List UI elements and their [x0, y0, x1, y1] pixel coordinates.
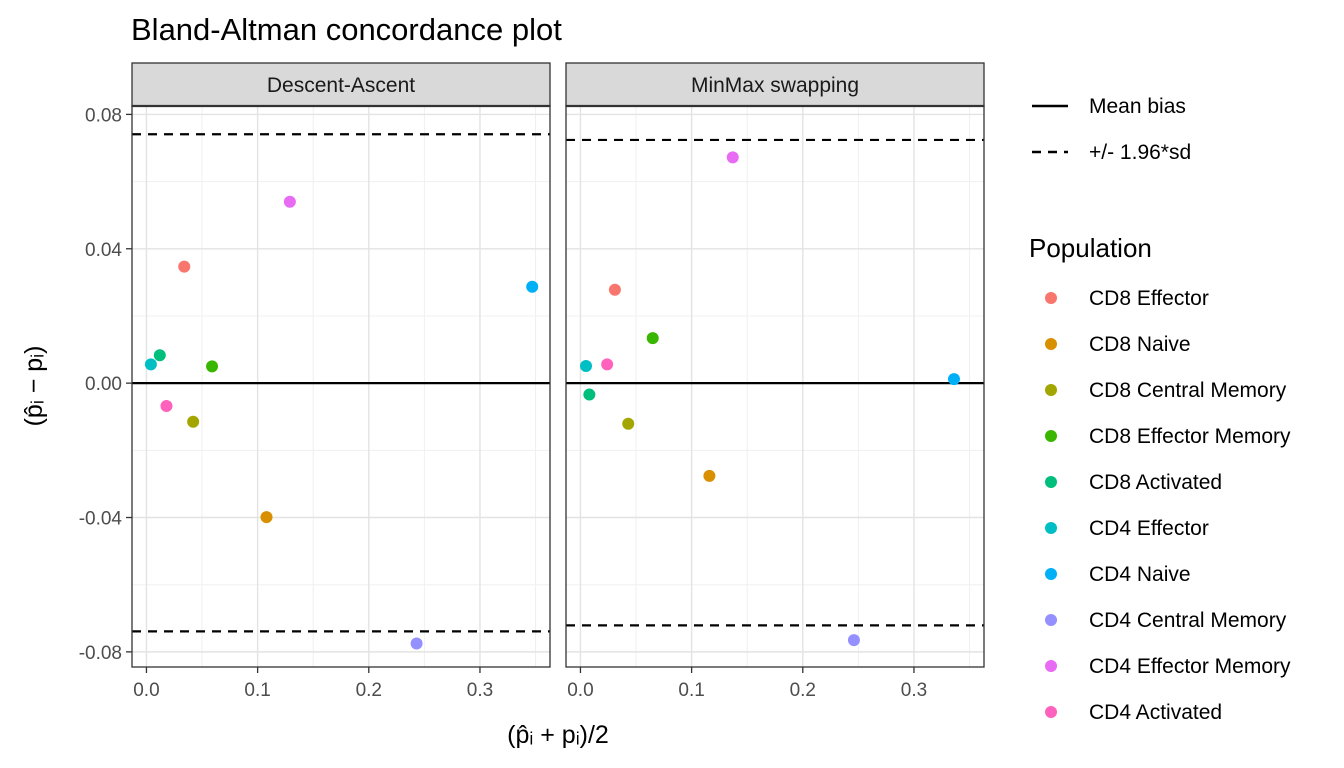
- data-point: [144, 358, 157, 371]
- x-tick-label: 0.0: [567, 680, 593, 701]
- facet-strip-label: Descent-Ascent: [267, 74, 415, 97]
- x-tick-label: 0.2: [790, 680, 816, 701]
- data-point: [283, 195, 296, 208]
- data-point: [583, 388, 596, 401]
- x-tick-label: 0.0: [133, 680, 159, 701]
- data-point: [187, 415, 200, 428]
- facet-strip: [131, 62, 551, 107]
- legend-population-label: CD4 Effector Memory: [1089, 655, 1291, 678]
- data-point: [580, 360, 593, 373]
- x-tick-label: 0.2: [356, 680, 382, 701]
- legend-line-label: +/- 1.96*sd: [1089, 141, 1191, 164]
- facet-strip: [565, 62, 985, 107]
- y-tick-label: 0.08: [85, 105, 122, 126]
- data-point: [608, 283, 621, 296]
- legend-point-key: [1045, 430, 1057, 442]
- facet-panel: Descent-Ascent 0.0 0.1 0.2 0.3 0.08 0.04 0.00 -0…: [79, 62, 551, 701]
- x-axis-title: (p̂ᵢ + pᵢ)/2: [507, 721, 609, 749]
- x-tick-label: 0.3: [901, 680, 927, 701]
- chart-title: Bland-Altman concordance plot: [131, 12, 562, 47]
- facet-panel: MinMax swapping 0.0 0.1 0.2 0.3: [565, 62, 985, 701]
- legend-point-key: [1045, 384, 1057, 396]
- y-tick-label: 0.04: [85, 240, 122, 261]
- data-point: [646, 332, 659, 345]
- data-point: [206, 360, 219, 373]
- legend-population-label: CD8 Naive: [1089, 333, 1191, 356]
- data-point: [622, 417, 635, 430]
- facet-panels: Descent-Ascent 0.0 0.1 0.2 0.3 0.08 0.04 0.00 -0…: [79, 62, 985, 701]
- data-point: [153, 349, 166, 362]
- legend-point-key: [1045, 660, 1057, 672]
- data-point: [410, 637, 423, 650]
- legend-point-key: [1045, 522, 1057, 534]
- legend-population-label: CD8 Effector Memory: [1089, 425, 1291, 448]
- x-tick-label: 0.3: [467, 680, 493, 701]
- legend-population-label: CD8 Activated: [1089, 471, 1222, 494]
- y-tick-label: -0.04: [79, 509, 123, 530]
- data-point: [260, 511, 273, 524]
- y-tick-label: 0.00: [85, 374, 122, 395]
- legend-population-label: CD4 Naive: [1089, 563, 1191, 586]
- data-point: [526, 280, 539, 293]
- x-tick-label: 0.1: [678, 680, 704, 701]
- legend-point-key: [1045, 614, 1057, 626]
- x-tick-label: 0.1: [244, 680, 270, 701]
- legend-population-label: CD8 Central Memory: [1089, 379, 1287, 402]
- data-point: [601, 358, 614, 371]
- legend-point-key: [1045, 706, 1057, 718]
- data-point: [847, 634, 860, 647]
- data-point: [160, 399, 173, 412]
- data-point: [947, 373, 960, 386]
- data-point: [178, 260, 191, 273]
- axis-labels: (p̂ᵢ + pᵢ)/2 (p̂ᵢ − pᵢ): [20, 346, 609, 749]
- legend-line-label: Mean bias: [1089, 95, 1186, 118]
- legend-population-label: CD8 Effector: [1089, 287, 1209, 310]
- legend-point-key: [1045, 568, 1057, 580]
- facet-strip-label: MinMax swapping: [691, 74, 859, 97]
- legend-title: Population: [1029, 233, 1152, 263]
- y-axis-title: (p̂ᵢ − pᵢ): [20, 346, 48, 427]
- legend: Mean bias +/- 1.96*sd Population CD8 Effect…: [1029, 95, 1291, 724]
- panel-background: [566, 106, 984, 667]
- legend-population-label: CD4 Activated: [1089, 701, 1222, 724]
- legend-population-label: CD4 Central Memory: [1089, 609, 1287, 632]
- data-point: [726, 151, 739, 164]
- panel-background: [132, 106, 550, 667]
- legend-point-key: [1045, 476, 1057, 488]
- y-tick-label: -0.08: [79, 643, 122, 664]
- legend-population-label: CD4 Effector: [1089, 517, 1209, 540]
- legend-point-key: [1045, 292, 1057, 304]
- data-point: [703, 469, 716, 482]
- legend-point-key: [1045, 338, 1057, 350]
